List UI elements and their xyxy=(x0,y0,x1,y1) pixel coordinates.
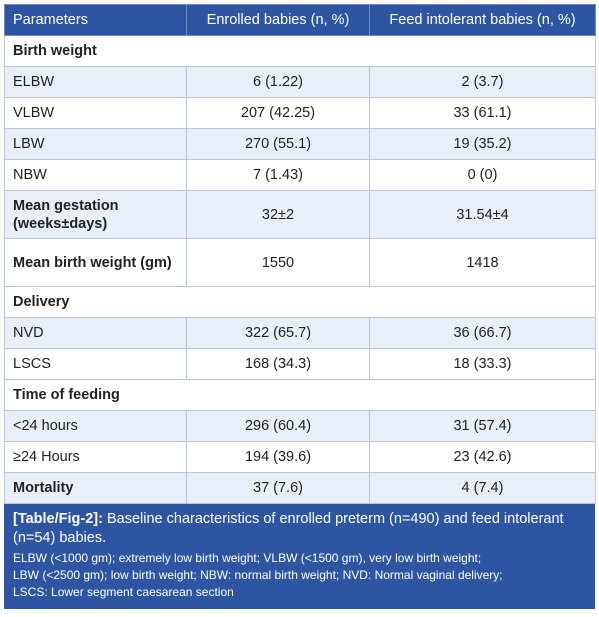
table-section-row: Birth weight xyxy=(4,35,596,67)
table-caption: [Table/Fig-2]: Baseline characteristics … xyxy=(4,504,595,609)
row-label: LBW xyxy=(4,128,187,160)
enrolled-value: 296 (60.4) xyxy=(186,410,370,442)
caption-text: Baseline characteristics of enrolled pre… xyxy=(13,511,564,546)
table-row: VLBW 207 (42.25) 33 (61.1) xyxy=(4,97,596,129)
header-enrolled: Enrolled babies (n, %) xyxy=(186,4,370,36)
enrolled-value: 32±2 xyxy=(186,190,370,239)
section-label: Time of feeding xyxy=(4,379,596,411)
table-row: <24 hours 296 (60.4) 31 (57.4) xyxy=(4,410,596,442)
table-figure: Parameters Enrolled babies (n, %) Feed i… xyxy=(4,4,596,609)
row-label: VLBW xyxy=(4,97,187,129)
feed-intolerant-value: 1418 xyxy=(369,238,596,287)
row-label: Mean gestation (weeks±days) xyxy=(4,190,187,239)
caption-tag: [Table/Fig-2]: xyxy=(13,511,103,527)
feed-intolerant-value: 23 (42.6) xyxy=(369,441,596,473)
baseline-characteristics-table: Parameters Enrolled babies (n, %) Feed i… xyxy=(4,4,596,504)
enrolled-value: 37 (7.6) xyxy=(186,472,370,504)
feed-intolerant-value: 31.54±4 xyxy=(369,190,596,239)
caption-note-line: LSCS: Lower segment caesarean section xyxy=(13,585,234,599)
table-body: Birth weight ELBW 6 (1.22) 2 (3.7) VLBW 207 (… xyxy=(4,35,596,504)
table-row: NBW 7 (1.43) 0 (0) xyxy=(4,159,596,191)
row-label: ≥24 Hours xyxy=(4,441,187,473)
table-section-row: Delivery xyxy=(4,286,596,318)
table-row: ELBW 6 (1.22) 2 (3.7) xyxy=(4,66,596,98)
caption-note-line: LBW (<2500 gm); low birth weight; NBW: n… xyxy=(13,568,503,582)
section-label: Birth weight xyxy=(4,35,596,67)
table-row: NVD 322 (65.7) 36 (66.7) xyxy=(4,317,596,349)
header-feed-intolerant: Feed intolerant babies (n, %) xyxy=(369,4,596,36)
enrolled-value: 6 (1.22) xyxy=(186,66,370,98)
table-section-row: Time of feeding xyxy=(4,379,596,411)
feed-intolerant-value: 4 (7.4) xyxy=(369,472,596,504)
enrolled-value: 1550 xyxy=(186,238,370,287)
table-row: Mean birth weight (gm) 1550 1418 xyxy=(4,238,596,287)
header-parameters: Parameters xyxy=(4,4,187,36)
table-row: LSCS 168 (34.3) 18 (33.3) xyxy=(4,348,596,380)
enrolled-value: 168 (34.3) xyxy=(186,348,370,380)
enrolled-value: 322 (65.7) xyxy=(186,317,370,349)
caption-notes: ELBW (<1000 gm); extremely low birth wei… xyxy=(13,550,586,601)
table-header-row: Parameters Enrolled babies (n, %) Feed i… xyxy=(4,4,596,36)
table-row: Mortality 37 (7.6) 4 (7.4) xyxy=(4,472,596,504)
row-label: NVD xyxy=(4,317,187,349)
feed-intolerant-value: 18 (33.3) xyxy=(369,348,596,380)
section-label: Delivery xyxy=(4,286,596,318)
enrolled-value: 194 (39.6) xyxy=(186,441,370,473)
table-row: ≥24 Hours 194 (39.6) 23 (42.6) xyxy=(4,441,596,473)
enrolled-value: 7 (1.43) xyxy=(186,159,370,191)
row-label: Mean birth weight (gm) xyxy=(4,238,187,287)
row-label: LSCS xyxy=(4,348,187,380)
feed-intolerant-value: 2 (3.7) xyxy=(369,66,596,98)
table-row: LBW 270 (55.1) 19 (35.2) xyxy=(4,128,596,160)
feed-intolerant-value: 31 (57.4) xyxy=(369,410,596,442)
row-label: ELBW xyxy=(4,66,187,98)
feed-intolerant-value: 19 (35.2) xyxy=(369,128,596,160)
enrolled-value: 270 (55.1) xyxy=(186,128,370,160)
table-row: Mean gestation (weeks±days) 32±2 31.54±4 xyxy=(4,190,596,239)
enrolled-value: 207 (42.25) xyxy=(186,97,370,129)
feed-intolerant-value: 0 (0) xyxy=(369,159,596,191)
caption-note-line: ELBW (<1000 gm); extremely low birth wei… xyxy=(13,551,482,565)
row-label: <24 hours xyxy=(4,410,187,442)
feed-intolerant-value: 36 (66.7) xyxy=(369,317,596,349)
row-label: NBW xyxy=(4,159,187,191)
feed-intolerant-value: 33 (61.1) xyxy=(369,97,596,129)
row-label: Mortality xyxy=(4,472,187,504)
caption-main: [Table/Fig-2]: Baseline characteristics … xyxy=(13,510,586,548)
